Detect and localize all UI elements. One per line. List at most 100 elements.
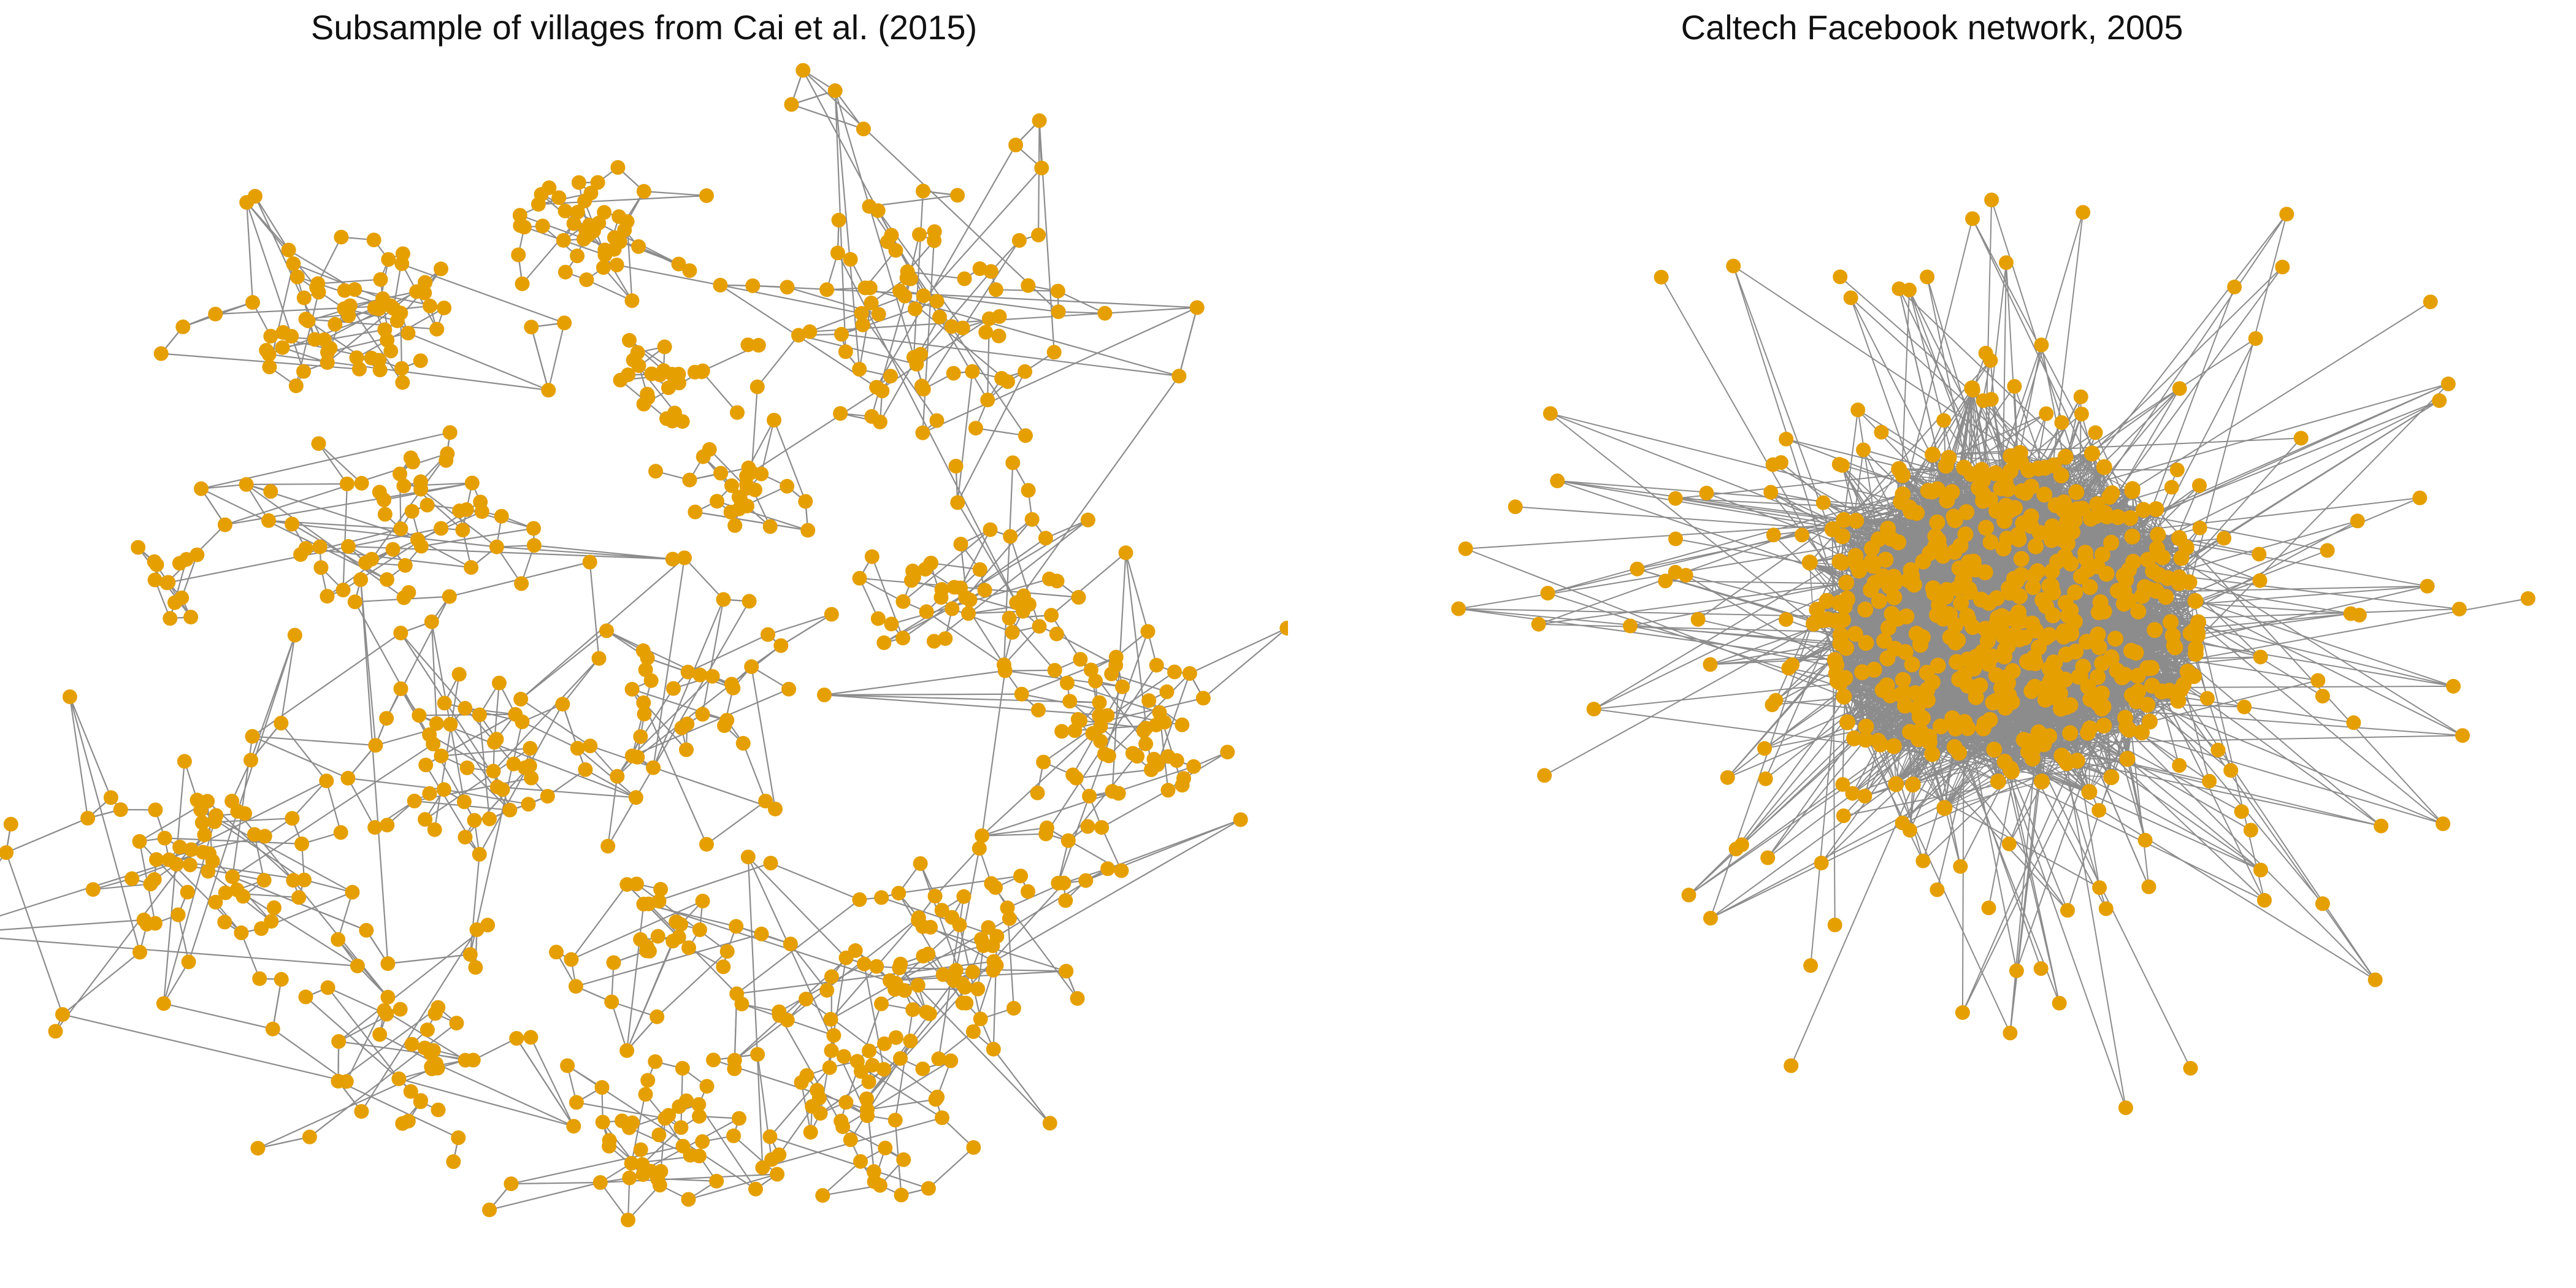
village-edge <box>981 827 1048 837</box>
village-node <box>640 1073 656 1088</box>
village-node <box>929 294 945 309</box>
village-node <box>874 996 889 1011</box>
village-node <box>217 914 232 930</box>
village-node <box>648 464 663 479</box>
village-node <box>557 315 572 331</box>
village-edge <box>511 1181 600 1185</box>
village-edge <box>1101 827 1122 872</box>
village-node <box>762 1129 778 1144</box>
village-node <box>234 925 249 940</box>
village-node <box>404 504 420 519</box>
village-edge <box>1105 307 1197 314</box>
village-node <box>819 282 835 297</box>
village-node <box>972 562 987 577</box>
village-edge <box>1003 626 1040 665</box>
village-edge <box>876 144 1017 388</box>
village-node <box>523 1030 539 1045</box>
village-node <box>1088 673 1103 689</box>
village-node <box>948 963 964 978</box>
village-node <box>412 708 427 723</box>
village-node <box>734 996 749 1011</box>
village-node <box>1044 608 1059 623</box>
village-node <box>912 227 927 242</box>
village-node <box>345 884 360 900</box>
village-edge <box>328 987 387 1015</box>
village-node <box>770 1167 785 1182</box>
village-node <box>401 326 416 341</box>
village-node <box>393 1002 408 1017</box>
village-node <box>1125 746 1140 761</box>
village-node <box>458 829 473 845</box>
village-edge <box>305 305 431 320</box>
village-node <box>754 466 769 481</box>
village-node <box>1100 861 1116 876</box>
village-node <box>375 291 391 306</box>
village-node <box>395 375 410 390</box>
village-node <box>482 811 497 827</box>
village-node <box>263 484 278 499</box>
village-node <box>596 260 611 275</box>
village-node <box>865 1057 880 1073</box>
village-edge <box>400 632 504 790</box>
village-edge <box>511 1145 683 1185</box>
village-node <box>239 477 254 492</box>
village-edge <box>245 484 405 599</box>
village-edge <box>841 333 1179 377</box>
village-edge <box>736 899 861 995</box>
village-edge <box>246 202 305 372</box>
village-node <box>256 873 272 888</box>
village-node <box>903 1033 918 1049</box>
village-node <box>682 263 697 278</box>
village-node <box>641 896 656 911</box>
village-edge <box>684 557 724 600</box>
village-node <box>535 218 550 234</box>
village-node <box>895 631 911 646</box>
village-node <box>604 994 619 1010</box>
village-node <box>713 466 729 481</box>
village-node <box>420 1022 435 1038</box>
village-node <box>285 516 300 532</box>
village-node <box>1059 675 1075 691</box>
village-node <box>1014 686 1029 702</box>
village-node <box>602 1138 617 1154</box>
village-node <box>312 539 328 554</box>
village-node <box>622 332 637 348</box>
village-node <box>1062 694 1078 709</box>
village-node <box>679 1093 694 1108</box>
village-edge <box>688 1173 778 1200</box>
village-node <box>1092 695 1107 710</box>
village-node <box>509 1031 524 1046</box>
village-node <box>619 1043 635 1058</box>
village-node <box>380 818 395 833</box>
village-node <box>541 383 556 398</box>
village-node <box>740 849 756 865</box>
village-edge <box>1178 307 1198 377</box>
village-edge <box>957 371 973 503</box>
village-edge <box>899 967 1051 1124</box>
village-node <box>731 489 746 505</box>
village-node <box>633 729 648 744</box>
village-node <box>494 508 509 524</box>
village-node <box>748 482 762 497</box>
village-edge <box>1005 669 1055 672</box>
village-node <box>1050 283 1065 299</box>
village-node <box>396 478 412 494</box>
village-node <box>680 664 696 680</box>
village-node <box>455 523 470 538</box>
village-node <box>826 1028 841 1043</box>
village-node <box>172 840 188 854</box>
village-edge <box>824 694 1100 703</box>
village-node <box>599 623 614 638</box>
village-node <box>802 324 818 339</box>
village-node <box>643 1163 659 1179</box>
village-node <box>320 980 335 995</box>
village-node <box>401 585 416 600</box>
village-node <box>970 981 986 997</box>
village-edge <box>1076 769 1152 779</box>
village-node <box>849 1054 865 1069</box>
village-node <box>514 576 529 591</box>
village-node <box>657 339 672 355</box>
village-node <box>466 1052 481 1068</box>
village-node <box>624 1156 639 1171</box>
village-node <box>354 1104 369 1119</box>
